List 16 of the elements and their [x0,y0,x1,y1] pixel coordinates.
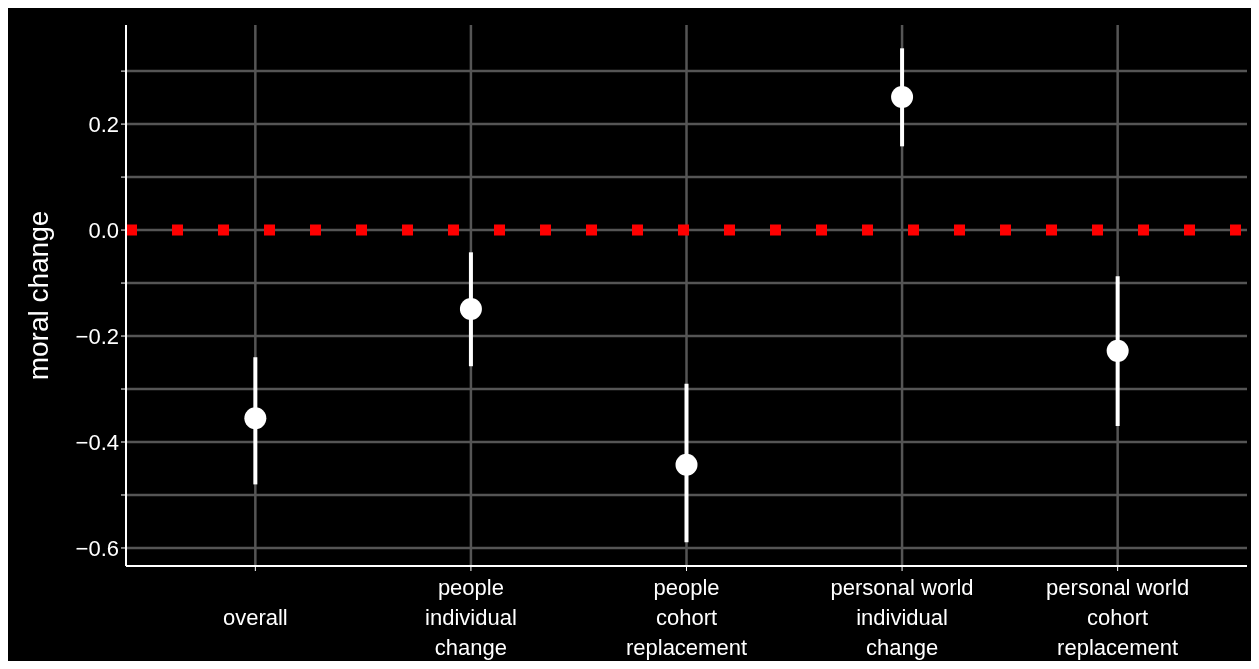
x-tick-label: personal world individual change [830,575,974,660]
point [891,86,914,109]
x-tick-label: personal world cohort replacement [1046,575,1190,660]
point [1106,339,1129,362]
point [459,298,482,321]
point [675,453,698,476]
y-axis-title: moral change [22,210,54,381]
x-tick-label: overall [222,605,288,630]
y-tick-label: −0.4 [75,429,119,455]
x-tick-label: people cohort replacement [625,575,748,660]
point [244,407,267,430]
y-tick-label: 0.0 [88,217,119,243]
y-tick-label: −0.2 [75,323,119,349]
y-tick-label: 0.2 [88,111,119,137]
y-tick-label: −0.6 [75,535,119,561]
x-tick-label: people individual change [425,575,517,660]
